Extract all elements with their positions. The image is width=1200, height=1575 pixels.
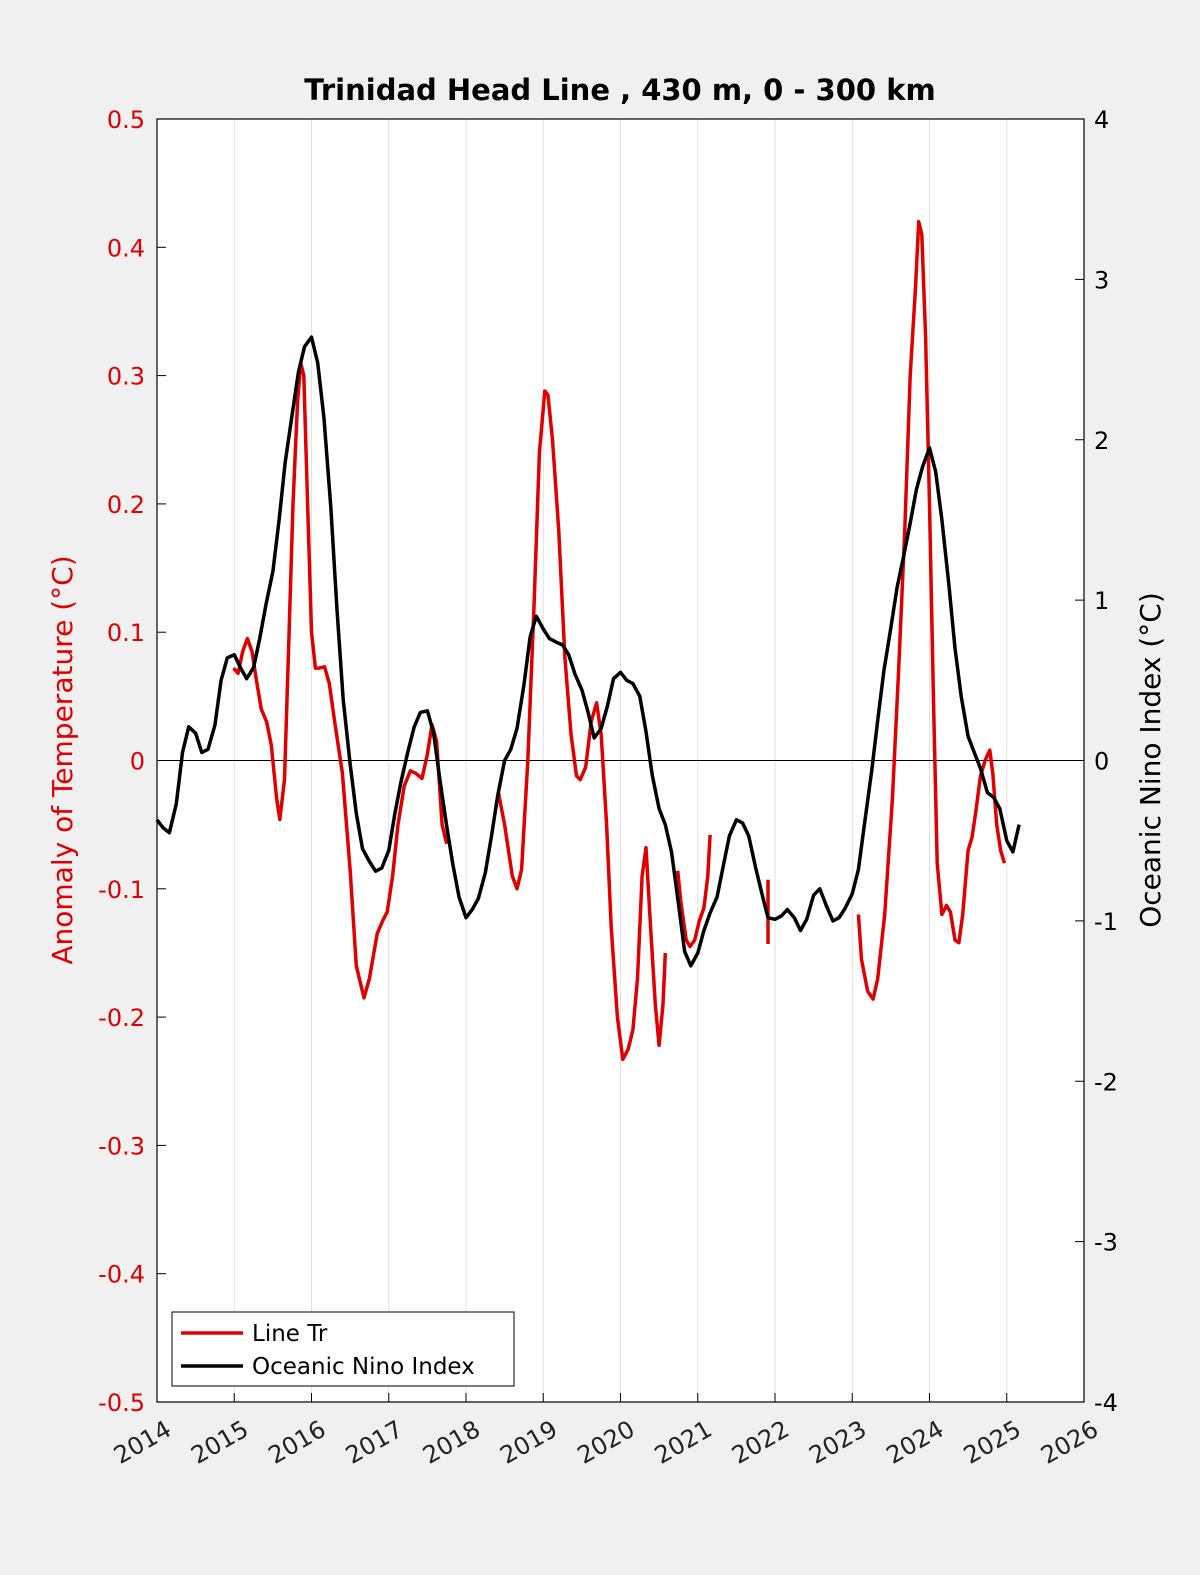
right-y-tick-label: -1 [1094, 908, 1118, 936]
legend: Line Tr Oceanic Nino Index [171, 1311, 515, 1387]
left-y-tick-label: -0.3 [98, 1132, 145, 1160]
x-tick-label: 2020 [573, 1415, 640, 1470]
left-y-tick-label: 0 [130, 748, 145, 776]
legend-label-oni: Oceanic Nino Index [252, 1354, 475, 1380]
x-tick-label: 2021 [650, 1415, 717, 1470]
right-y-tick-label: -4 [1094, 1389, 1118, 1417]
left-y-tick-label: -0.4 [98, 1261, 145, 1289]
series-line-segment [155, 335, 1021, 968]
left-y-axis: 0.5 0.4 0.3 0.2 0.1 0 -0.1 -0.2 -0.3 -0.4 -0.5 [98, 106, 166, 1417]
right-y-tick-label: 3 [1094, 266, 1109, 294]
x-tick-label: 2014 [109, 1415, 176, 1470]
left-y-axis-label: Anomaly of Temperature (°C) [46, 555, 79, 964]
left-y-tick-label: 0.3 [107, 363, 145, 391]
left-y-tick-label: 0.4 [107, 234, 145, 262]
left-y-tick-label: 0.5 [107, 106, 145, 134]
series-line-segment [856, 219, 1007, 1001]
left-y-tick-label: -0.2 [98, 1004, 145, 1032]
chart-title: Trinidad Head Line , 430 m, 0 - 300 km [304, 73, 935, 107]
x-tick-label: 2019 [495, 1415, 562, 1470]
x-tick-label: 2026 [1036, 1415, 1103, 1470]
x-tick-label: 2015 [186, 1415, 253, 1470]
right-y-axis-label: Oceanic Nino Index (°C) [1134, 592, 1167, 928]
x-axis: 2014 2015 2016 2017 2018 2019 2020 2021 2022 2023… [109, 1393, 1103, 1470]
x-tick-label: 2018 [418, 1415, 485, 1470]
legend-label-line-tr: Line Tr [252, 1321, 328, 1347]
right-y-tick-label: 1 [1094, 587, 1109, 615]
left-y-tick-label: 0.2 [107, 491, 145, 519]
right-y-tick-label: -3 [1094, 1229, 1118, 1257]
legend-box [171, 1311, 515, 1387]
left-y-tick-label: 0.1 [107, 619, 145, 647]
x-tick-label: 2023 [804, 1415, 871, 1470]
series-line-segment [675, 834, 712, 949]
left-y-tick-label: -0.1 [98, 876, 145, 904]
series-oceanic-nino-index [155, 335, 1021, 968]
left-y-tick-label: -0.5 [98, 1389, 145, 1417]
x-tick-label: 2017 [341, 1415, 408, 1470]
x-tick-label: 2022 [727, 1415, 794, 1470]
x-tick-label: 2025 [959, 1415, 1026, 1470]
right-y-tick-label: 4 [1094, 106, 1109, 134]
x-tick-label: 2016 [264, 1415, 331, 1470]
right-y-tick-label: 0 [1094, 748, 1109, 776]
series-line-tr [232, 219, 1007, 1062]
series-layer [155, 219, 1021, 1062]
series-line-segment [232, 361, 449, 1000]
right-y-axis: 4 3 2 1 0 -1 -2 -3 -4 [1075, 106, 1118, 1417]
x-tick-label: 2024 [882, 1415, 949, 1470]
series-line-segment [496, 389, 668, 1062]
right-y-tick-label: 2 [1094, 427, 1109, 455]
right-y-tick-label: -2 [1094, 1068, 1118, 1096]
